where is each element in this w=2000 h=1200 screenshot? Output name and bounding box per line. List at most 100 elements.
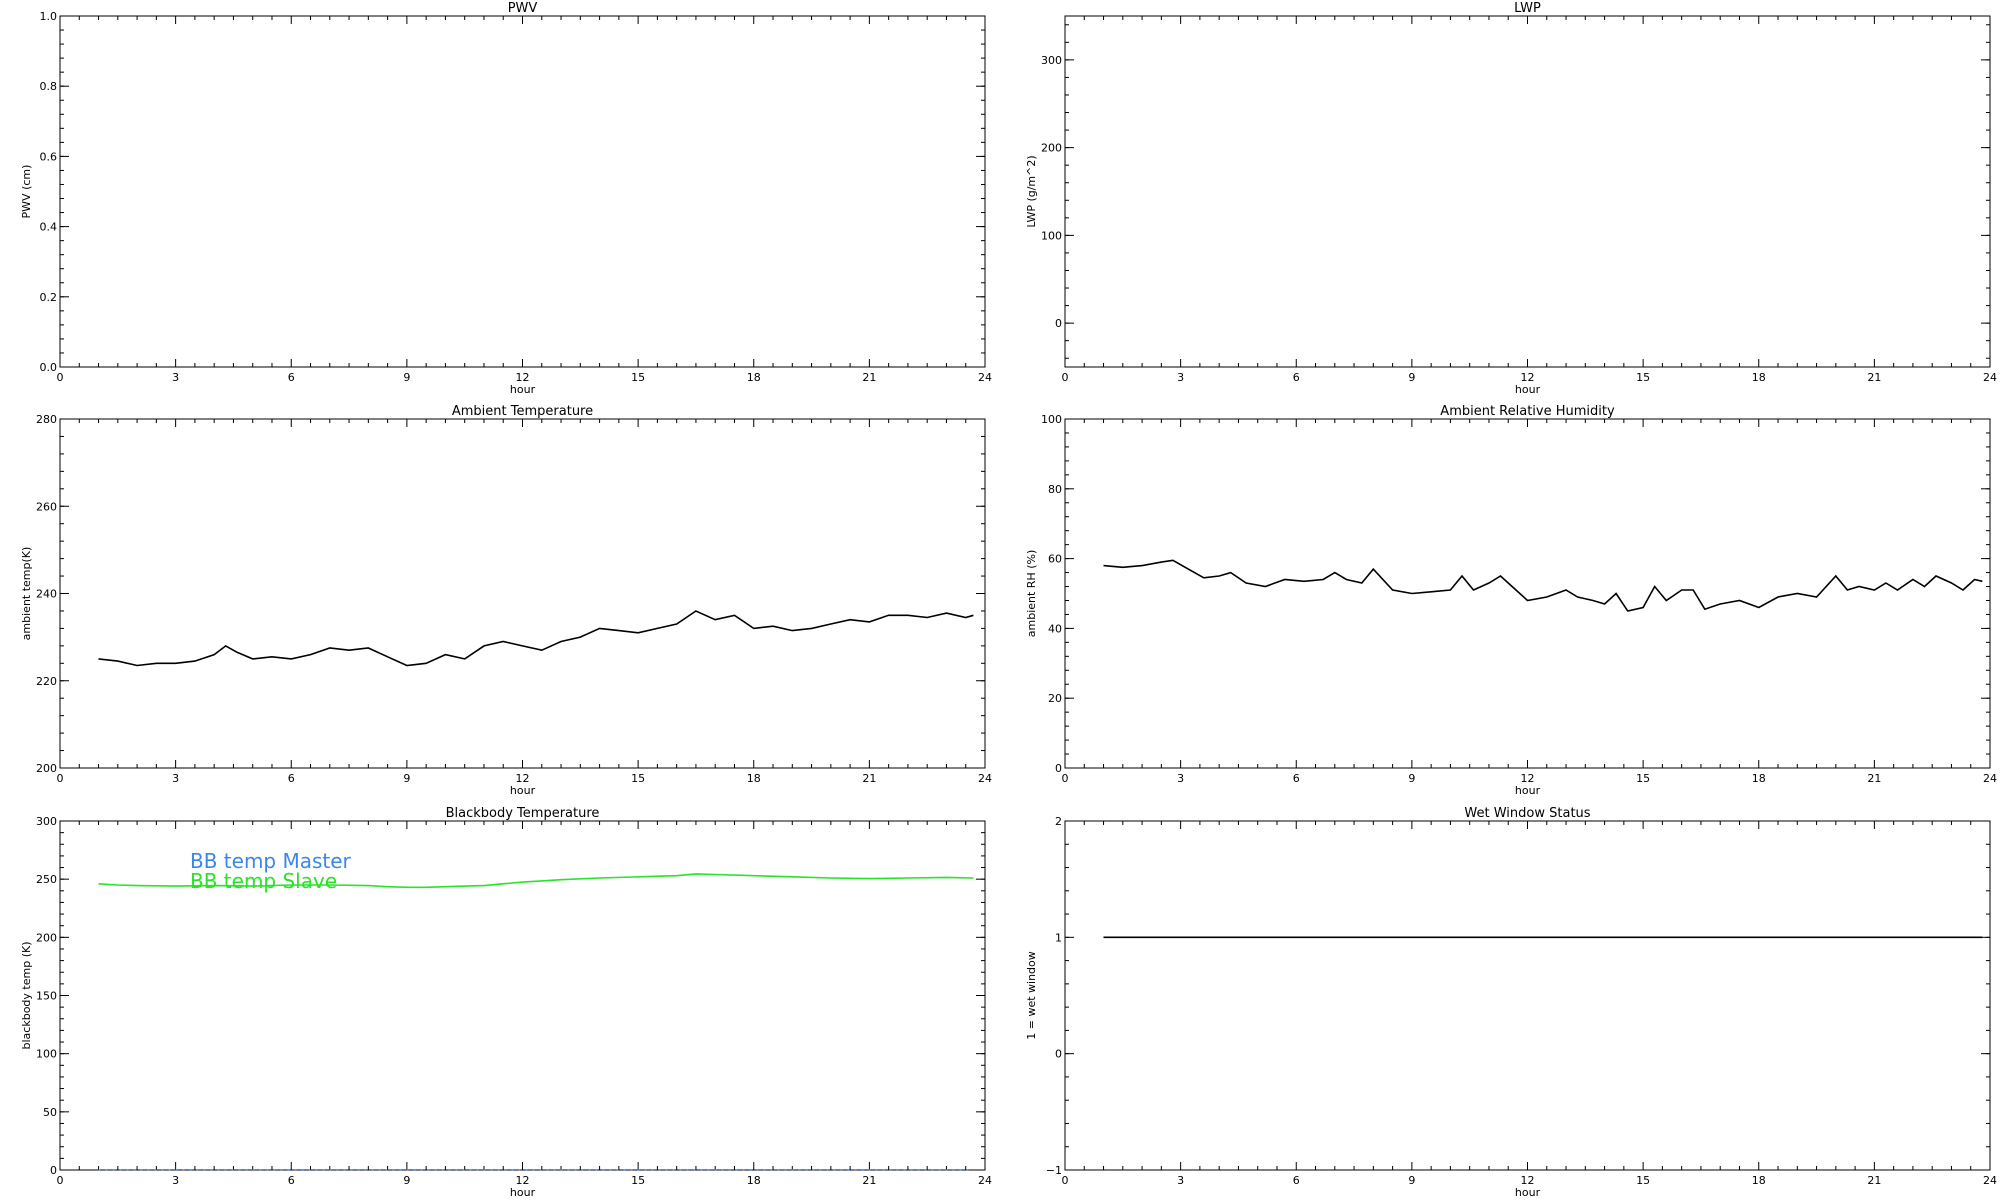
y-axis-label: ambient temp(K): [20, 547, 33, 641]
y-tick-label: 80: [1048, 483, 1062, 496]
y-tick-label: 0: [50, 1164, 57, 1177]
x-tick-label: 21: [1867, 371, 1881, 384]
x-tick-label: 9: [403, 371, 410, 384]
x-axis-label: hour: [510, 784, 536, 797]
x-tick-label: 21: [862, 1174, 876, 1187]
x-tick-label: 12: [1521, 772, 1535, 785]
y-tick-label: 250: [36, 873, 57, 886]
legend-entry-1: BB temp Slave: [190, 869, 337, 893]
y-tick-label: 300: [36, 815, 57, 828]
x-tick-label: 0: [1062, 371, 1069, 384]
x-tick-label: 21: [1867, 772, 1881, 785]
x-tick-label: 12: [516, 371, 530, 384]
y-tick-label: 0: [1055, 762, 1062, 775]
plot-frame: [1064, 418, 1991, 769]
y-tick-label: 280: [36, 413, 57, 426]
chart-panel-1: LWP 0 3 6 9 12 15 18 21 24 0 100 200 300 hour LWP (g/m^…: [1025, 1, 1997, 396]
x-tick-label: 18: [747, 772, 761, 785]
legend-entry-0: BB temp Master: [190, 849, 352, 873]
x-tick-label: 3: [1177, 1174, 1184, 1187]
x-tick-label: 6: [1293, 371, 1300, 384]
y-tick-label: 40: [1048, 622, 1062, 635]
y-tick-label: 20: [1048, 692, 1062, 705]
x-axis-label: hour: [1515, 1186, 1541, 1199]
x-tick-label: 18: [1752, 1174, 1766, 1187]
y-tick-label: 50: [43, 1106, 57, 1119]
chart-title: Blackbody Temperature: [446, 806, 600, 821]
x-tick-label: 12: [1521, 371, 1535, 384]
x-tick-label: 6: [1293, 1174, 1300, 1187]
plot-frame: [1064, 820, 1991, 1171]
x-tick-label: 3: [172, 371, 179, 384]
x-tick-label: 21: [862, 772, 876, 785]
series-line-0: [98, 610, 974, 667]
y-axis-label: ambient RH (%): [1025, 550, 1038, 638]
y-tick-label: 0.8: [40, 80, 58, 93]
x-tick-label: 0: [57, 772, 64, 785]
x-axis-label: hour: [1515, 784, 1541, 797]
x-tick-label: 6: [1293, 772, 1300, 785]
y-tick-label: 200: [36, 931, 57, 944]
x-tick-label: 3: [172, 1174, 179, 1187]
y-tick-label: 220: [36, 675, 57, 688]
x-tick-label: 3: [172, 772, 179, 785]
chart-title: LWP: [1514, 1, 1541, 16]
x-tick-label: 12: [1521, 1174, 1535, 1187]
x-tick-label: 6: [288, 371, 295, 384]
y-axis-label: LWP (g/m^2): [1025, 155, 1038, 227]
chart-title: Wet Window Status: [1464, 806, 1590, 821]
x-tick-label: 12: [516, 1174, 530, 1187]
y-tick-label: 150: [36, 990, 57, 1003]
x-axis-label: hour: [510, 1186, 536, 1199]
x-tick-label: 18: [747, 371, 761, 384]
x-tick-label: 18: [747, 1174, 761, 1187]
x-tick-label: 15: [1636, 772, 1650, 785]
chart-title: Ambient Temperature: [452, 404, 593, 419]
y-tick-label: 0.4: [40, 221, 58, 234]
y-tick-label: 0.2: [40, 291, 58, 304]
x-tick-label: 6: [288, 1174, 295, 1187]
x-axis-label: hour: [1515, 383, 1541, 396]
y-tick-label: 60: [1048, 553, 1062, 566]
chart-panel-2: Ambient Temperature 0 3 6 9 12 15 18 21 24 200 220 2…: [20, 404, 992, 797]
x-tick-label: 21: [862, 371, 876, 384]
x-tick-label: 18: [1752, 772, 1766, 785]
x-tick-label: 24: [1983, 772, 1997, 785]
y-axis-label: PWV (cm): [20, 165, 33, 219]
x-tick-label: 0: [57, 1174, 64, 1187]
x-tick-label: 15: [1636, 371, 1650, 384]
x-tick-label: 15: [631, 1174, 645, 1187]
x-tick-label: 9: [1408, 1174, 1415, 1187]
x-tick-label: 0: [1062, 772, 1069, 785]
y-tick-label: 0: [1055, 317, 1062, 330]
y-axis-label: blackbody temp (K): [20, 942, 33, 1050]
x-tick-label: 15: [631, 371, 645, 384]
plot-frame: [1064, 15, 1991, 368]
y-axis-label: 1 = wet window: [1025, 951, 1038, 1040]
y-tick-label: 200: [1041, 142, 1062, 155]
y-tick-label: −1: [1046, 1164, 1062, 1177]
chart-title: Ambient Relative Humidity: [1440, 404, 1615, 419]
x-tick-label: 15: [631, 772, 645, 785]
y-tick-label: 260: [36, 500, 57, 513]
x-tick-label: 9: [403, 1174, 410, 1187]
y-tick-label: 0: [1055, 1048, 1062, 1061]
chart-panel-3: Ambient Relative Humidity 0 3 6 9 12 15 18 21 24 0…: [1025, 404, 1997, 797]
x-axis-label: hour: [510, 383, 536, 396]
x-tick-label: 24: [978, 371, 992, 384]
x-tick-label: 12: [516, 772, 530, 785]
y-tick-label: 1: [1055, 931, 1062, 944]
x-tick-label: 3: [1177, 371, 1184, 384]
x-tick-label: 24: [1983, 371, 1997, 384]
y-tick-label: 100: [1041, 413, 1062, 426]
plot-frame: [59, 418, 986, 769]
x-tick-label: 18: [1752, 371, 1766, 384]
x-tick-label: 9: [403, 772, 410, 785]
x-tick-label: 21: [1867, 1174, 1881, 1187]
y-tick-label: 240: [36, 588, 57, 601]
y-tick-label: 1.0: [40, 10, 58, 23]
x-tick-label: 9: [1408, 371, 1415, 384]
y-tick-label: 100: [36, 1048, 57, 1061]
series-line-0: [1103, 559, 1983, 612]
